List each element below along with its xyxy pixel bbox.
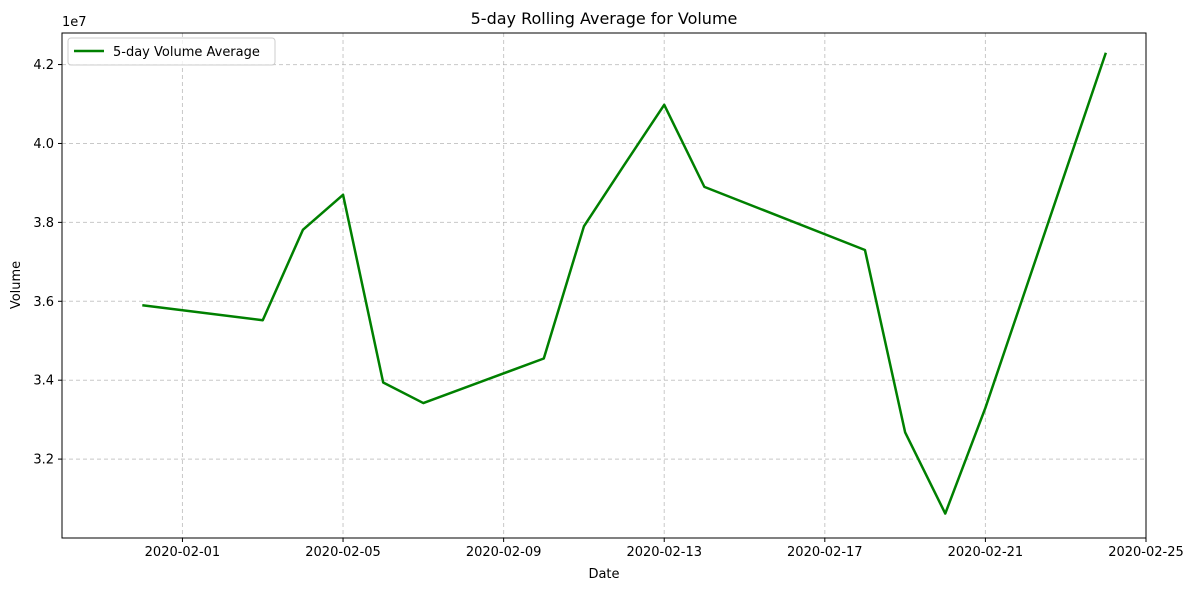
x-axis-label: Date <box>588 567 619 582</box>
y-tick-label: 3.8 <box>33 216 54 231</box>
y-tick-label: 3.6 <box>33 295 54 310</box>
x-tick-label: 2020-02-25 <box>1108 545 1184 560</box>
y-tick-label: 4.2 <box>33 58 54 73</box>
x-tick-label: 2020-02-09 <box>466 545 542 560</box>
chart-title: 5-day Rolling Average for Volume <box>471 9 738 28</box>
plot-frame <box>61 32 1147 539</box>
y-axis: 3.2 3.4 3.6 3.8 4.0 4.2 <box>33 58 62 468</box>
x-tick-label: 2020-02-05 <box>305 545 381 560</box>
x-tick-label: 2020-02-17 <box>787 545 863 560</box>
legend-label: 5-day Volume Average <box>113 45 260 60</box>
y-tick-label: 4.0 <box>33 137 54 152</box>
y-axis-multiplier: 1e7 <box>62 15 87 30</box>
series-line <box>142 52 1108 515</box>
x-tick-label: 2020-02-21 <box>948 545 1024 560</box>
legend: 5-day Volume Average <box>67 37 276 66</box>
grid <box>62 33 1147 538</box>
series-layer <box>142 52 1108 515</box>
x-tick-label: 2020-02-01 <box>145 545 221 560</box>
y-tick-label: 3.4 <box>33 374 54 389</box>
y-tick-label: 3.2 <box>33 453 54 468</box>
legend-box <box>67 37 276 66</box>
x-tick-label: 2020-02-13 <box>626 545 702 560</box>
y-axis-label: Volume <box>9 261 24 309</box>
x-axis: 2020-02-01 2020-02-05 2020-02-09 2020-02-13… <box>145 538 1184 560</box>
